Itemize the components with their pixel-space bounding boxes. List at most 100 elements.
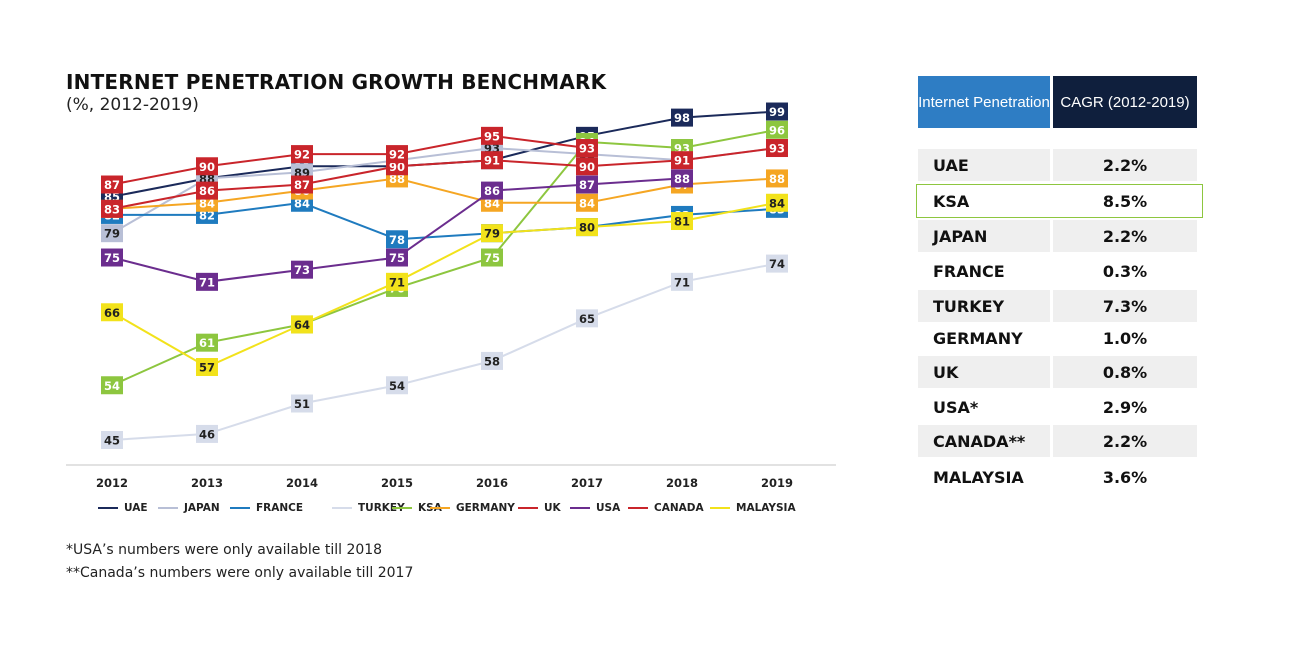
- data-label-turkey: 74: [766, 254, 788, 273]
- cagr-cell: 0.3%: [1102, 261, 1148, 281]
- svg-text:75: 75: [389, 251, 405, 265]
- data-label-uae: 98: [671, 108, 693, 127]
- cagr-cell: 2.2%: [1102, 155, 1148, 175]
- svg-text:79: 79: [104, 227, 120, 241]
- data-label-usa: 86: [481, 181, 503, 200]
- data-label-ksa: 61: [196, 333, 218, 352]
- svg-text:81: 81: [674, 215, 690, 229]
- data-label-uk: 87: [291, 175, 313, 194]
- data-label-malaysia: 71: [386, 272, 408, 291]
- data-label-turkey: 71: [671, 272, 693, 291]
- legend-item-ksa: KSA: [392, 502, 442, 514]
- series-line-japan: [111, 146, 778, 235]
- data-label-canada: 92: [291, 145, 313, 164]
- legend-item-germany: GERMANY: [430, 502, 515, 514]
- country-cell: FRANCE: [933, 261, 1005, 281]
- data-label-ksa: 75: [481, 248, 503, 267]
- table-row-highlighted: KSA 8.5%: [916, 184, 1203, 218]
- svg-text:74: 74: [769, 257, 785, 271]
- svg-text:61: 61: [199, 336, 215, 350]
- series-line-ksa: [111, 128, 778, 387]
- data-label-canada: 92: [386, 145, 408, 164]
- table-row: TURKEY 7.3%: [918, 290, 1197, 322]
- line-chart: 2012201320142015201620172018201985889090…: [66, 102, 836, 490]
- data-label-uk: 91: [671, 151, 693, 170]
- table-row: UAE 2.2%: [918, 149, 1197, 181]
- series-line-france: [112, 201, 778, 241]
- data-label-canada: 95: [481, 126, 503, 145]
- svg-text:91: 91: [484, 154, 500, 168]
- data-label-uk: 86: [196, 181, 218, 200]
- legend-swatch: [710, 507, 730, 509]
- legend-label: CANADA: [654, 502, 704, 514]
- table-row: MALAYSIA 3.6%: [918, 461, 1197, 493]
- data-label-usa: 71: [196, 272, 218, 291]
- country-cell: USA*: [933, 397, 979, 417]
- cagr-cell: 2.9%: [1102, 397, 1148, 417]
- data-label-usa: 87: [576, 175, 598, 194]
- footnote-canada: **Canada’s numbers were only available t…: [66, 565, 414, 581]
- table-header-internet-penetration: Internet Penetration: [918, 76, 1050, 128]
- cagr-cell: 1.0%: [1102, 328, 1148, 348]
- country-cell: TURKEY: [933, 296, 1005, 316]
- chart-title: INTERNET PENETRATION GROWTH BENCHMARK: [66, 70, 607, 94]
- legend-swatch: [98, 507, 118, 509]
- legend-swatch: [230, 507, 250, 509]
- svg-text:80: 80: [579, 221, 595, 235]
- data-label-turkey: 65: [576, 309, 598, 328]
- x-tick-label: 2013: [191, 476, 223, 490]
- svg-text:86: 86: [199, 184, 215, 198]
- table-row: USA* 2.9%: [918, 391, 1197, 423]
- svg-text:88: 88: [769, 172, 785, 186]
- legend-label: FRANCE: [256, 502, 304, 514]
- svg-text:93: 93: [579, 142, 595, 156]
- legend-item-uae: UAE: [98, 502, 148, 514]
- svg-text:87: 87: [294, 178, 310, 192]
- x-tick-label: 2017: [571, 476, 603, 490]
- x-tick-label: 2015: [381, 476, 413, 490]
- x-tick-label: 2019: [761, 476, 793, 490]
- svg-text:95: 95: [484, 129, 500, 143]
- series-line-canada: [111, 134, 588, 186]
- legend-item-uk: UK: [518, 502, 561, 514]
- svg-text:46: 46: [199, 427, 215, 441]
- legend-item-canada: CANADA: [628, 502, 704, 514]
- svg-text:86: 86: [484, 184, 500, 198]
- data-label-turkey: 51: [291, 394, 313, 413]
- series-line-turkey: [111, 262, 778, 441]
- svg-text:90: 90: [579, 160, 595, 174]
- svg-text:75: 75: [484, 251, 500, 265]
- legend-swatch: [628, 507, 648, 509]
- data-label-turkey: 46: [196, 424, 218, 443]
- cagr-cell: 2.2%: [1102, 226, 1148, 246]
- data-label-malaysia: 84: [766, 193, 788, 212]
- data-label-malaysia: 79: [481, 224, 503, 243]
- data-label-turkey: 45: [101, 431, 123, 449]
- svg-text:45: 45: [104, 434, 120, 448]
- x-tick-label: 2018: [666, 476, 698, 490]
- svg-text:87: 87: [579, 178, 595, 192]
- table-row: UK 0.8%: [918, 356, 1197, 388]
- data-label-germany: 88: [766, 169, 788, 188]
- data-label-japan: 79: [101, 224, 123, 243]
- data-label-malaysia: 80: [576, 218, 598, 237]
- table-row: JAPAN 2.2%: [918, 220, 1197, 252]
- legend-swatch: [518, 507, 538, 509]
- svg-text:92: 92: [389, 148, 405, 162]
- legend-item-japan: JAPAN: [158, 502, 220, 514]
- cagr-cell: 8.5%: [1102, 191, 1148, 211]
- data-label-turkey: 58: [481, 351, 503, 370]
- country-cell: UAE: [933, 155, 969, 175]
- svg-text:99: 99: [769, 105, 785, 119]
- legend-swatch: [332, 507, 352, 509]
- svg-text:91: 91: [674, 154, 690, 168]
- svg-text:98: 98: [674, 111, 690, 125]
- data-label-malaysia: 64: [291, 315, 313, 334]
- svg-text:84: 84: [484, 196, 500, 210]
- data-label-usa: 75: [101, 248, 123, 267]
- x-tick-label: 2012: [96, 476, 128, 490]
- x-tick-label: 2014: [286, 476, 318, 490]
- svg-text:54: 54: [389, 379, 405, 393]
- svg-text:79: 79: [484, 227, 500, 241]
- data-label-canada: 93: [576, 139, 598, 158]
